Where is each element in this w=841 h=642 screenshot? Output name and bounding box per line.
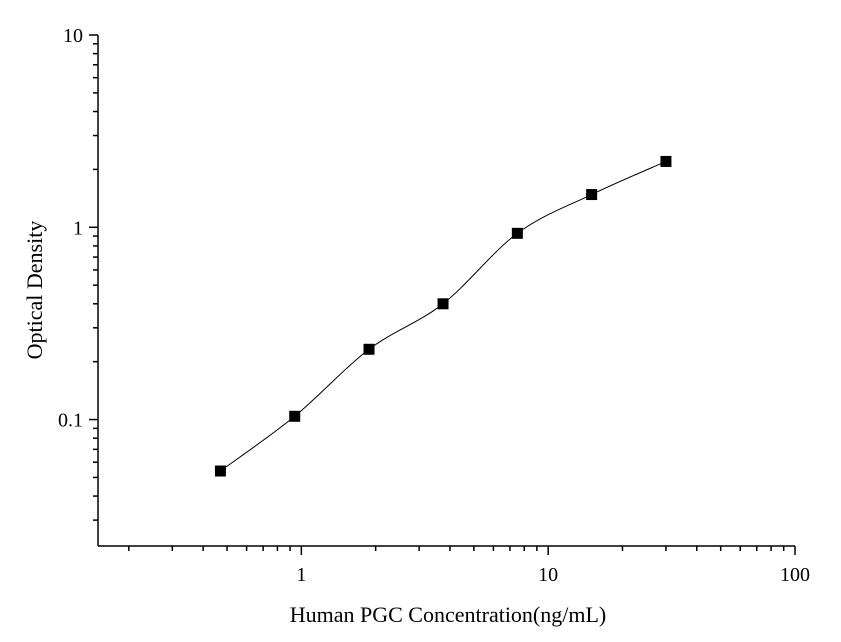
y-tick-label: 1 bbox=[73, 217, 83, 239]
fit-curve bbox=[220, 160, 667, 472]
data-point-marker bbox=[214, 465, 226, 477]
data-point-marker bbox=[586, 189, 598, 201]
fit-curve-layer bbox=[220, 160, 667, 472]
data-point-marker bbox=[289, 410, 301, 422]
x-tick-label: 10 bbox=[538, 564, 558, 586]
x-tick-label: 1 bbox=[296, 564, 306, 586]
data-point-marker bbox=[363, 343, 375, 355]
data-point-marker bbox=[511, 227, 523, 239]
y-tick-label: 0.1 bbox=[58, 410, 83, 432]
data-markers bbox=[214, 155, 672, 477]
y-tick-label: 10 bbox=[63, 25, 83, 47]
x-tick-label: 100 bbox=[780, 564, 810, 586]
tick-labels: 1 10 100 0.1 1 10 bbox=[58, 25, 810, 586]
ticks bbox=[89, 34, 796, 555]
axes bbox=[97, 35, 795, 547]
x-axis-title: Human PGC Concentration(ng/mL) bbox=[290, 602, 607, 627]
y-axis-title: Optical Density bbox=[22, 221, 47, 360]
data-point-marker bbox=[437, 298, 449, 310]
data-point-marker bbox=[660, 155, 672, 167]
